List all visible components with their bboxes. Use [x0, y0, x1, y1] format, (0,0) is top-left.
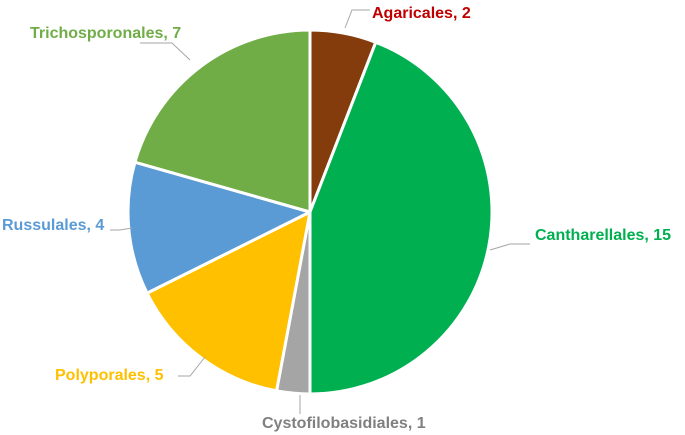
data-label-cystofilobasidiales: Cystofilobasidiales, 1 [262, 415, 426, 432]
data-label-agaricales: Agaricales, 2 [372, 5, 471, 22]
data-label-russulales: Russulales, 4 [2, 217, 104, 234]
pie-slice-polyporales [145, 210, 312, 393]
leader-line-trichosporonales [140, 42, 191, 61]
data-label-polyporales: Polyporales, 5 [55, 367, 164, 384]
leader-line-cantharellales [489, 243, 530, 251]
data-label-cantharellales: Cantharellales, 15 [535, 227, 671, 244]
leader-line-agaricales [344, 9, 370, 29]
pie-slice-cantharellales [308, 40, 494, 396]
data-labels: Agaricales, 2 Cantharellales, 15 Cystofilo… [2, 5, 671, 432]
leader-lines [110, 9, 530, 414]
pie-slices [126, 28, 494, 396]
leader-line-russulales [110, 227, 133, 231]
leader-line-polyporales [178, 356, 206, 377]
pie-slice-trichosporonales [133, 28, 312, 214]
data-label-trichosporonales: Trichosporonales, 7 [30, 25, 181, 42]
